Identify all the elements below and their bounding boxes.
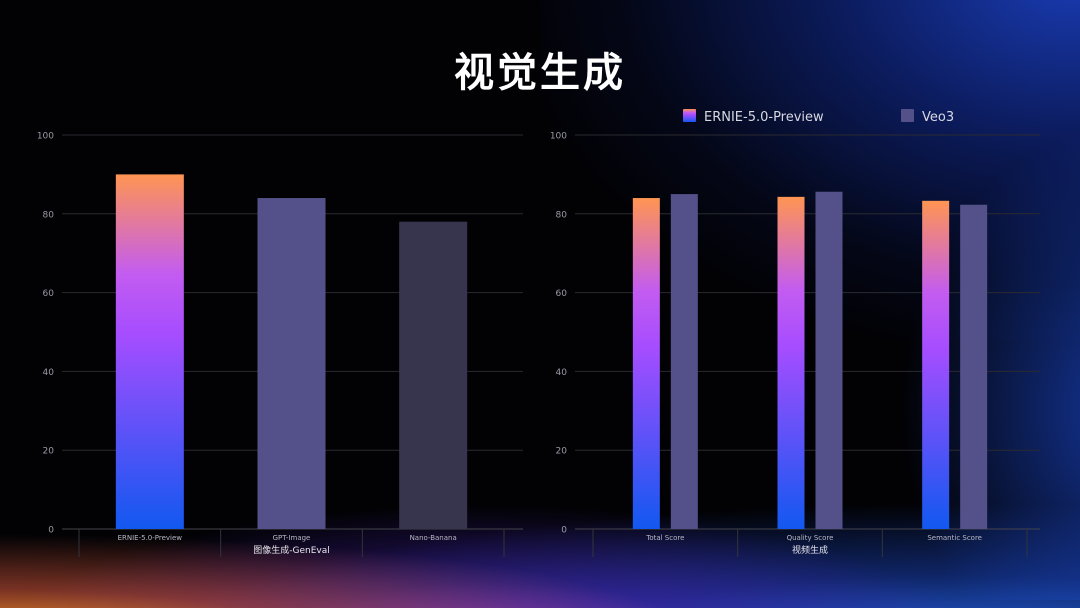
legend-label: ERNIE-5.0-Preview	[704, 110, 824, 125]
bar-ernie-0	[632, 198, 660, 530]
y-tick-label: 20	[556, 447, 568, 457]
y-tick-label: 40	[556, 368, 568, 378]
video-generation-chart: 0 20 40 60 80 100 Total Score Quality Score Sema…	[550, 109, 1040, 557]
bar-ernie-2	[922, 200, 950, 529]
y-tick-label: 60	[43, 289, 55, 299]
category-label: GPT-Image	[273, 534, 311, 542]
y-tick-label: 80	[43, 210, 55, 220]
y-tick-label: 0	[561, 526, 567, 536]
category-label: Total Score	[645, 534, 684, 542]
category-label: Nano-Banana	[410, 534, 457, 542]
bar-veo3-2	[960, 204, 988, 529]
y-tick-label: 100	[37, 132, 54, 142]
bar-veo3-0	[670, 194, 698, 529]
bar-gpt-image	[257, 198, 326, 530]
bar-ernie-5-0-preview	[115, 174, 184, 529]
legend-label: Veo3	[922, 110, 954, 125]
y-tick-label: 80	[556, 210, 568, 220]
bar-nano-banana	[399, 221, 468, 529]
category-label: ERNIE-5.0-Preview	[118, 534, 183, 542]
y-tick-label: 100	[550, 132, 567, 142]
image-generation-chart: 0 20 40 60 80 100 ERNIE-5.0-Preview GPT-Image Na…	[37, 132, 523, 557]
category-label: Semantic Score	[927, 534, 982, 542]
y-tick-label: 60	[556, 289, 568, 299]
x-axis-label: 视频生成	[792, 544, 828, 556]
y-tick-label: 0	[48, 526, 54, 536]
category-label: Quality Score	[787, 534, 834, 542]
y-tick-label: 20	[43, 447, 55, 457]
bar-ernie-1	[777, 196, 805, 529]
bar-veo3-1	[815, 191, 843, 529]
legend-swatch	[901, 109, 914, 122]
y-tick-label: 40	[43, 368, 55, 378]
slide-title: 视觉生成	[454, 50, 626, 96]
legend-swatch	[683, 109, 696, 122]
x-axis-label: 图像生成-GenEval	[253, 544, 330, 556]
